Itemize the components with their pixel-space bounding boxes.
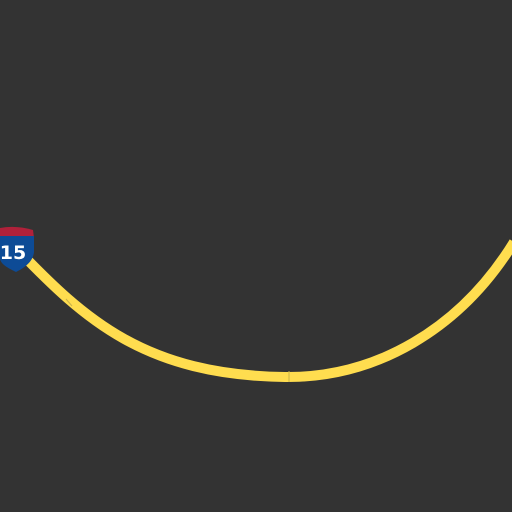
road-segment-tick <box>65 298 73 307</box>
shield-label: 15 <box>0 242 26 264</box>
shield-body <box>0 236 34 272</box>
shield-top-band <box>0 226 34 238</box>
interstate-shield-icon[interactable]: 15 <box>0 226 34 272</box>
interstate-road[interactable] <box>12 239 512 383</box>
